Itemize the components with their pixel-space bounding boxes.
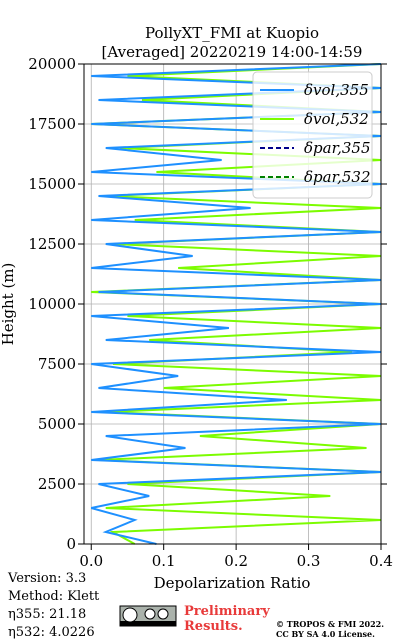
notice-text: Preliminary [184, 604, 270, 619]
y-tick-label: 2500 [38, 475, 76, 493]
y-tick-label: 10000 [28, 295, 76, 313]
x-tick-label: 0.3 [297, 552, 321, 570]
x-axis-label: Depolarization Ratio [154, 574, 311, 592]
cc-badge [119, 605, 177, 627]
y-tick-label: 12500 [28, 235, 76, 253]
x-tick-label: 0.1 [152, 552, 176, 570]
y-tick-label: 5000 [38, 415, 76, 433]
y-axis-label: Height (m) [0, 263, 17, 346]
y-tick-label: 20000 [28, 55, 76, 73]
copyright-text: CC BY SA 4.0 License. [276, 629, 375, 639]
info-text: η532: 4.0226 [8, 625, 95, 640]
y-tick-label: 15000 [28, 175, 76, 193]
y-tick-label: 0 [66, 535, 76, 553]
y-tick-label: 7500 [38, 355, 76, 373]
y-tick-label: 17500 [28, 115, 76, 133]
chart-title: PollyXT_FMI at Kuopio [145, 24, 319, 42]
notice-text: Results. [184, 619, 243, 634]
plot-frame [83, 63, 382, 545]
legend-label: δvol,355 [304, 81, 369, 99]
legend-box [252, 71, 373, 199]
info-text: η355: 21.18 [8, 607, 86, 622]
x-tick-label: 0.0 [79, 552, 103, 570]
legend-label: δvol,532 [304, 110, 369, 128]
copyright-text: © TROPOS & FMI 2022. [276, 619, 384, 629]
legend-label: δpar,532 [304, 168, 371, 186]
info-text: Method: Klett [8, 589, 100, 604]
x-tick-label: 0.4 [369, 552, 393, 570]
info-text: Version: 3.3 [7, 571, 86, 586]
chart-subtitle: [Averaged] 20220219 14:00-14:59 [102, 43, 363, 61]
x-tick-label: 0.2 [224, 552, 248, 570]
legend-label: δpar,355 [304, 139, 371, 157]
